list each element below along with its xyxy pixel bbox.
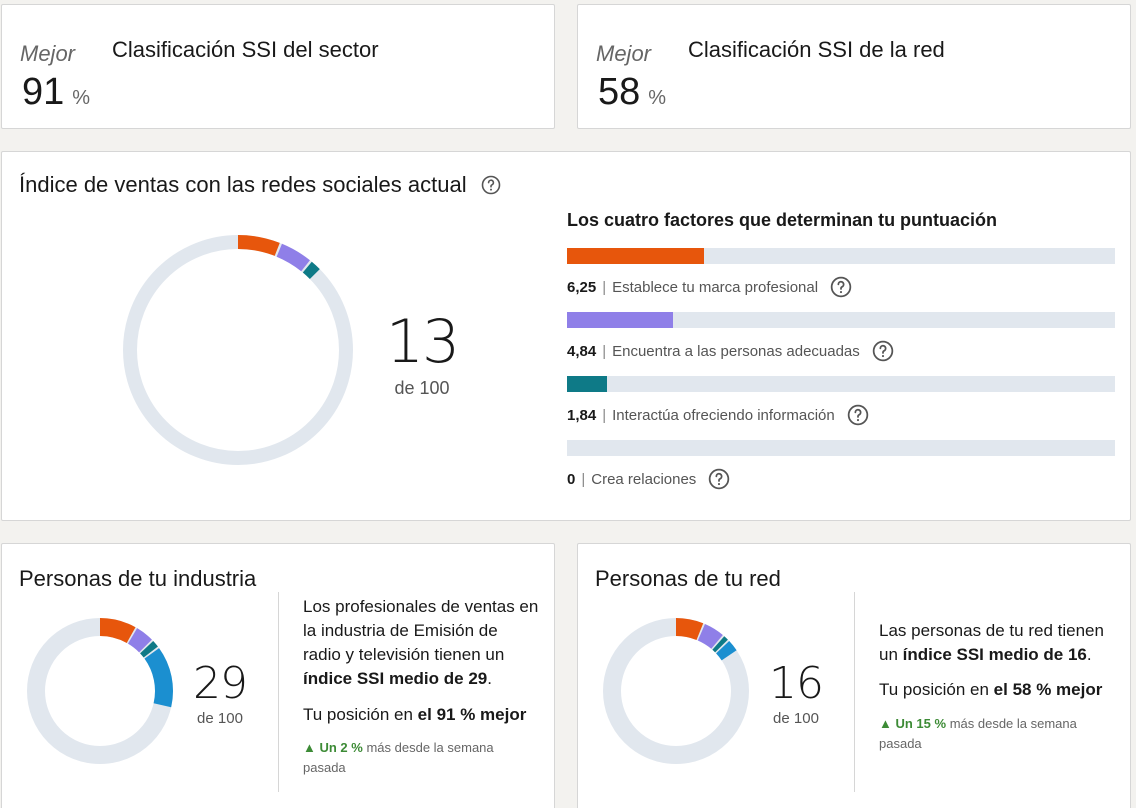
help-circle-icon[interactable] — [872, 340, 894, 362]
ssi-score: 13 de 100 — [382, 312, 462, 399]
network-position-bold: el 58 % mejor — [993, 680, 1103, 699]
factor-track — [567, 312, 1115, 328]
factor-value: 1,84 — [567, 406, 597, 424]
factor-fill — [567, 376, 608, 392]
factor-separator: | — [602, 342, 607, 360]
network-position: Tu posición en el 58 % mejor — [879, 680, 1102, 700]
donut-segment — [697, 624, 723, 649]
factor-label: 4,84 | Encuentra a las personas adecuada… — [567, 340, 1115, 362]
industry-desc-end: . — [487, 669, 492, 688]
factor-name: Crea relaciones — [591, 470, 697, 488]
donut-segment — [675, 618, 704, 641]
factor-track — [567, 248, 1115, 264]
factor-separator: | — [581, 470, 586, 488]
factor-label: 6,25 | Establece tu marca profesional — [567, 276, 1115, 298]
industry-score: 29 de 100 — [185, 658, 255, 728]
factor-separator: | — [602, 406, 607, 424]
donut-segment — [712, 636, 728, 653]
factor-value: 0 — [567, 470, 576, 488]
factor-track — [567, 440, 1115, 456]
network-trend: ▲ Un 15 % más desde la semana pasada — [879, 714, 1104, 754]
ssi-score-number: 13 — [385, 307, 460, 377]
industry-title: Personas de tu industria — [19, 566, 257, 591]
network-score-sub: de 100 — [773, 710, 819, 727]
network-description: Las personas de tu red tienen un índice … — [879, 619, 1119, 667]
donut-segment — [276, 243, 310, 272]
help-circle-icon[interactable] — [708, 468, 730, 490]
donut-segment — [715, 641, 737, 661]
help-circle-icon[interactable] — [830, 276, 852, 298]
network-trend-up: ▲ Un 15 % — [879, 716, 947, 731]
industry-card: Personas de tu industria 29 de 100 Los p… — [1, 543, 555, 808]
rank-value: 58% — [598, 73, 666, 111]
network-desc-text: Las personas de tu red tienen un — [879, 621, 1104, 664]
factor-name: Establece tu marca profesional — [612, 278, 819, 296]
industry-description: Los profesionales de ventas en la indust… — [303, 595, 539, 691]
ssi-donut-chart — [123, 235, 353, 465]
industry-desc-bold: índice SSI medio de 29 — [303, 669, 488, 688]
industry-trend: ▲ Un 2 % más desde la semana pasada — [303, 738, 523, 778]
rank-title: Clasificación SSI del sector — [112, 37, 379, 62]
rank-unit: % — [72, 87, 91, 109]
help-circle-icon[interactable] — [481, 175, 501, 195]
factor-brand: 6,25 | Establece tu marca profesional — [567, 248, 1115, 298]
rank-label: Mejor — [20, 41, 76, 66]
network-card: Personas de tu red 16 de 100 Las persona… — [577, 543, 1131, 808]
factor-track — [567, 376, 1115, 392]
factor-name: Interactúa ofreciendo información — [612, 406, 835, 424]
factor-relate: 0 | Crea relaciones — [567, 440, 1115, 490]
factor-fill — [567, 312, 674, 328]
factor-name: Encuentra a las personas adecuadas — [612, 342, 860, 360]
industry-position: Tu posición en el 91 % mejor — [303, 705, 526, 725]
rank-value: 91% — [22, 73, 90, 111]
network-position-text: Tu posición en — [879, 680, 989, 699]
sector-rank-card: Mejor Clasificación SSI del sector 91% — [1, 4, 555, 129]
factor-label: 0 | Crea relaciones — [567, 468, 1115, 490]
factor-value: 4,84 — [567, 342, 597, 360]
industry-score-sub: de 100 — [197, 710, 243, 727]
industry-position-text: Tu posición en — [303, 705, 413, 724]
industry-trend-up: ▲ Un 2 % — [303, 740, 363, 755]
network-trend-text: más desde la semana pasada — [879, 716, 1077, 751]
donut-segment — [127, 628, 152, 653]
ssi-title: Índice de ventas con las redes sociales … — [19, 172, 501, 198]
network-rank-card: Mejor Clasificación SSI de la red 58% — [577, 4, 1131, 129]
divider — [278, 592, 279, 792]
rank-number: 58 — [598, 71, 641, 113]
ssi-card: Índice de ventas con las redes sociales … — [1, 151, 1131, 521]
factors-title: Los cuatro factores que determinan tu pu… — [567, 210, 998, 230]
donut-segment — [302, 261, 320, 280]
rank-number: 91 — [22, 71, 65, 113]
donut-segment — [140, 641, 158, 658]
factor-separator: | — [602, 278, 607, 296]
factor-engage: 1,84 | Interactúa ofreciendo información — [567, 376, 1115, 426]
network-desc-bold: índice SSI medio de 16 — [902, 645, 1087, 664]
ssi-score-sub: de 100 — [394, 378, 450, 398]
donut-segment — [99, 618, 136, 644]
industry-trend-text: más desde la semana pasada — [303, 740, 494, 775]
help-circle-icon[interactable] — [847, 404, 869, 426]
donut-segment — [237, 235, 280, 256]
industry-desc-text: Los profesionales de ventas en la indust… — [303, 597, 539, 664]
divider — [854, 592, 855, 792]
factor-label: 1,84 | Interactúa ofreciendo información — [567, 404, 1115, 426]
factor-value: 6,25 — [567, 278, 597, 296]
network-donut-chart — [603, 618, 749, 764]
industry-donut-chart — [27, 618, 173, 764]
rank-label: Mejor — [596, 41, 652, 66]
network-score: 16 de 100 — [761, 658, 831, 728]
rank-title: Clasificación SSI de la red — [688, 37, 945, 62]
network-desc-end: . — [1086, 645, 1092, 664]
industry-score-number: 29 — [193, 658, 248, 709]
rank-unit: % — [648, 87, 667, 109]
network-score-number: 16 — [769, 658, 824, 709]
industry-position-bold: el 91 % mejor — [417, 705, 527, 724]
ssi-title-text: Índice de ventas con las redes sociales … — [19, 172, 467, 197]
factor-find: 4,84 | Encuentra a las personas adecuada… — [567, 312, 1115, 362]
factor-fill — [567, 248, 704, 264]
network-title: Personas de tu red — [595, 566, 781, 591]
donut-segment — [144, 648, 173, 708]
